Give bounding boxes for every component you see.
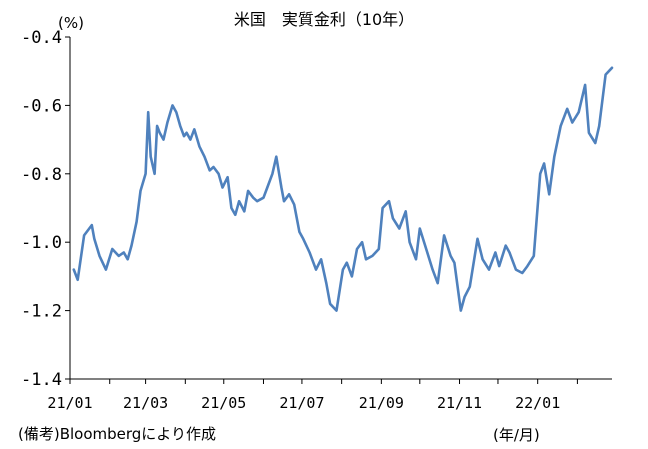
y-tick-label: -0.8 xyxy=(21,165,62,185)
x-tick-label: 21/07 xyxy=(279,394,324,412)
chart-title: 米国 実質金利（10年） xyxy=(233,10,415,29)
x-tick-label: 21/03 xyxy=(123,394,168,412)
x-tick-label: 22/01 xyxy=(515,394,560,412)
y-tick-label: -0.6 xyxy=(21,96,62,116)
x-tick-label: 21/01 xyxy=(47,394,92,412)
x-axis-unit: (年/月) xyxy=(493,426,540,444)
x-tick-label: 21/09 xyxy=(359,394,404,412)
source-note: (備考)Bloombergにより作成 xyxy=(18,425,217,443)
y-axis-unit: (%) xyxy=(58,14,84,32)
series-line xyxy=(72,66,614,312)
plot-area: -0.4 -0.6 -0.8 -1.0 -1.2 -1.4 21/01 21/03 21/05 2… xyxy=(21,28,614,412)
y-tick-label: -1.0 xyxy=(21,233,62,253)
y-tick-label: -0.4 xyxy=(21,28,62,48)
x-tick-label: 21/11 xyxy=(437,394,482,412)
y-tick-label: -1.2 xyxy=(21,302,62,322)
y-tick-label: -1.4 xyxy=(21,370,62,390)
x-tick-label: 21/05 xyxy=(201,394,246,412)
